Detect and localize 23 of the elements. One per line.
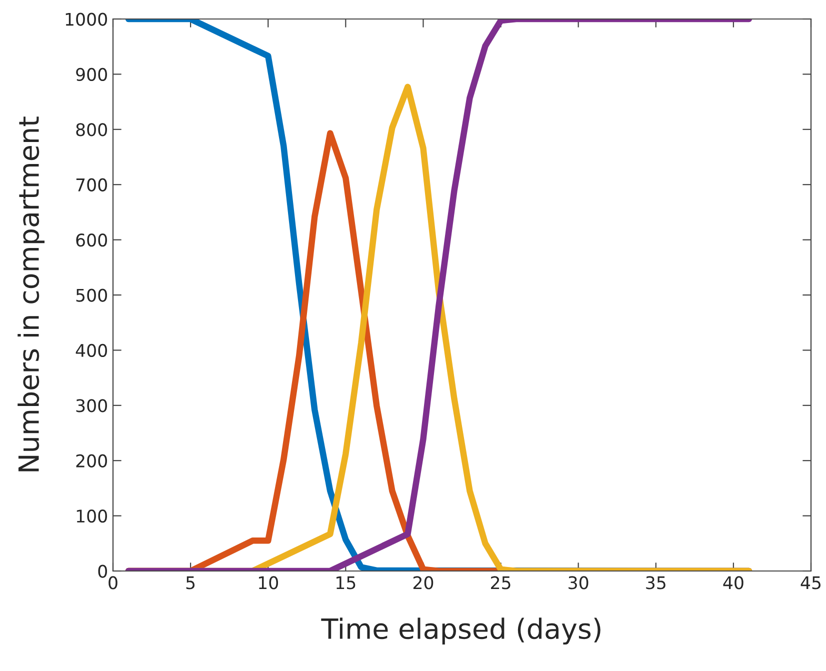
y-axis-title: Numbers in compartment (18, 116, 45, 472)
x-tick-label: 25 (491, 576, 510, 590)
y-tick-label: 700 (76, 178, 107, 192)
y-tick-label: 800 (76, 123, 107, 136)
y-tick-label: 1000 (66, 12, 107, 26)
x-tick-label: 30 (568, 576, 588, 590)
y-tick-label: 100 (76, 510, 107, 523)
y-tick-label: 900 (76, 68, 107, 82)
x-tick-label: 40 (723, 576, 744, 590)
x-axis-title: Time elapsed (days) (321, 618, 600, 645)
y-tick-label: 300 (76, 399, 107, 412)
y-tick-label: 600 (76, 234, 107, 247)
x-tick-label: 20 (413, 576, 434, 590)
y-tick-label: 400 (76, 344, 107, 358)
x-tick-label: 45 (800, 576, 821, 590)
y-tick-label: 0 (98, 564, 107, 578)
x-tick-label: 10 (258, 576, 278, 590)
x-tick-label: 15 (336, 576, 356, 590)
x-tick-label: 35 (646, 576, 666, 590)
y-tick-label: 200 (76, 454, 107, 468)
y-tick-label: 500 (76, 288, 107, 302)
x-tick-label: 0 (108, 576, 118, 590)
x-tick-label: 5 (186, 576, 195, 590)
